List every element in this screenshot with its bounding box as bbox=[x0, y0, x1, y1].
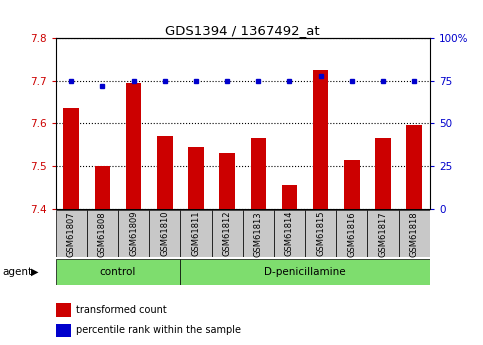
Bar bbox=[398, 210, 430, 257]
Bar bbox=[407, 126, 422, 209]
Text: GSM61807: GSM61807 bbox=[67, 211, 76, 257]
Bar bbox=[251, 138, 266, 209]
Text: GSM61811: GSM61811 bbox=[191, 211, 200, 256]
Text: agent: agent bbox=[2, 267, 32, 277]
Bar bbox=[375, 138, 391, 209]
Text: GSM61813: GSM61813 bbox=[254, 211, 263, 257]
Bar bbox=[242, 210, 274, 257]
Bar bbox=[157, 136, 172, 209]
Bar bbox=[368, 210, 398, 257]
Bar bbox=[63, 108, 79, 209]
Title: GDS1394 / 1367492_at: GDS1394 / 1367492_at bbox=[165, 24, 320, 37]
Bar bbox=[274, 210, 305, 257]
Text: GSM61816: GSM61816 bbox=[347, 211, 356, 257]
Bar bbox=[126, 83, 142, 209]
Bar bbox=[56, 210, 87, 257]
Bar bbox=[212, 210, 242, 257]
Bar bbox=[313, 70, 328, 209]
Bar bbox=[180, 259, 430, 285]
Bar bbox=[149, 210, 180, 257]
Text: ▶: ▶ bbox=[31, 267, 39, 277]
Text: GSM61810: GSM61810 bbox=[160, 211, 169, 256]
Text: control: control bbox=[100, 267, 136, 277]
Text: GSM61809: GSM61809 bbox=[129, 211, 138, 256]
Text: GSM61815: GSM61815 bbox=[316, 211, 325, 256]
Bar bbox=[95, 166, 110, 209]
Text: GSM61808: GSM61808 bbox=[98, 211, 107, 257]
Text: transformed count: transformed count bbox=[76, 305, 167, 315]
Bar bbox=[56, 324, 71, 337]
Bar bbox=[282, 185, 298, 209]
Bar bbox=[188, 147, 204, 209]
Text: GSM61814: GSM61814 bbox=[285, 211, 294, 256]
Text: GSM61817: GSM61817 bbox=[379, 211, 387, 257]
Bar bbox=[305, 210, 336, 257]
Bar bbox=[344, 160, 360, 209]
Text: GSM61812: GSM61812 bbox=[223, 211, 232, 256]
Text: GSM61818: GSM61818 bbox=[410, 211, 419, 257]
Bar bbox=[336, 210, 368, 257]
Bar bbox=[118, 210, 149, 257]
Bar bbox=[56, 259, 180, 285]
Bar bbox=[56, 304, 71, 317]
Bar bbox=[87, 210, 118, 257]
Bar bbox=[219, 153, 235, 209]
Bar bbox=[180, 210, 212, 257]
Text: percentile rank within the sample: percentile rank within the sample bbox=[76, 325, 241, 335]
Text: D-penicillamine: D-penicillamine bbox=[264, 267, 346, 277]
